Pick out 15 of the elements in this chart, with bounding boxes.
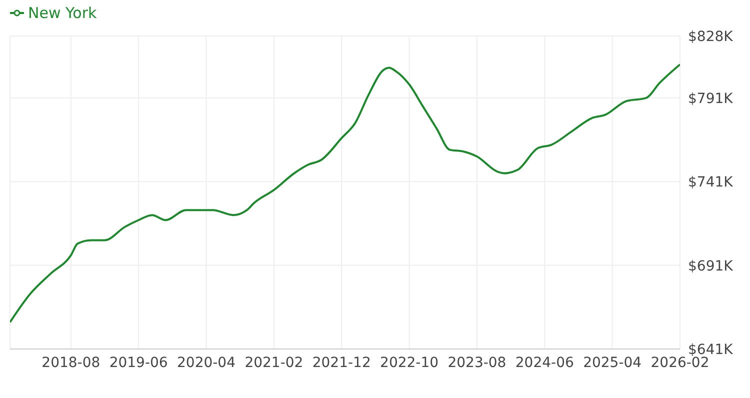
line-series bbox=[10, 63, 680, 324]
y-tick-label: $691K bbox=[688, 258, 734, 274]
x-tick-label: 2024-06 bbox=[515, 354, 574, 371]
x-tick-label: 2021-12 bbox=[312, 354, 371, 371]
x-tick-label: 2025-04 bbox=[583, 354, 642, 371]
x-tick-label: 2020-04 bbox=[177, 354, 236, 371]
y-tick-label: $741K bbox=[688, 174, 734, 191]
x-tick-label: 2019-06 bbox=[109, 354, 168, 371]
legend-label: New York bbox=[28, 4, 97, 22]
x-tick-label: 2022-10 bbox=[380, 354, 439, 371]
x-tick-label: 2018-08 bbox=[42, 354, 100, 371]
x-tick-label: 2023-08 bbox=[448, 354, 506, 371]
y-tick-label: $791K bbox=[688, 90, 734, 107]
x-tick-label: 2021-02 bbox=[244, 354, 304, 371]
y-tick-label: $828K bbox=[688, 28, 734, 45]
